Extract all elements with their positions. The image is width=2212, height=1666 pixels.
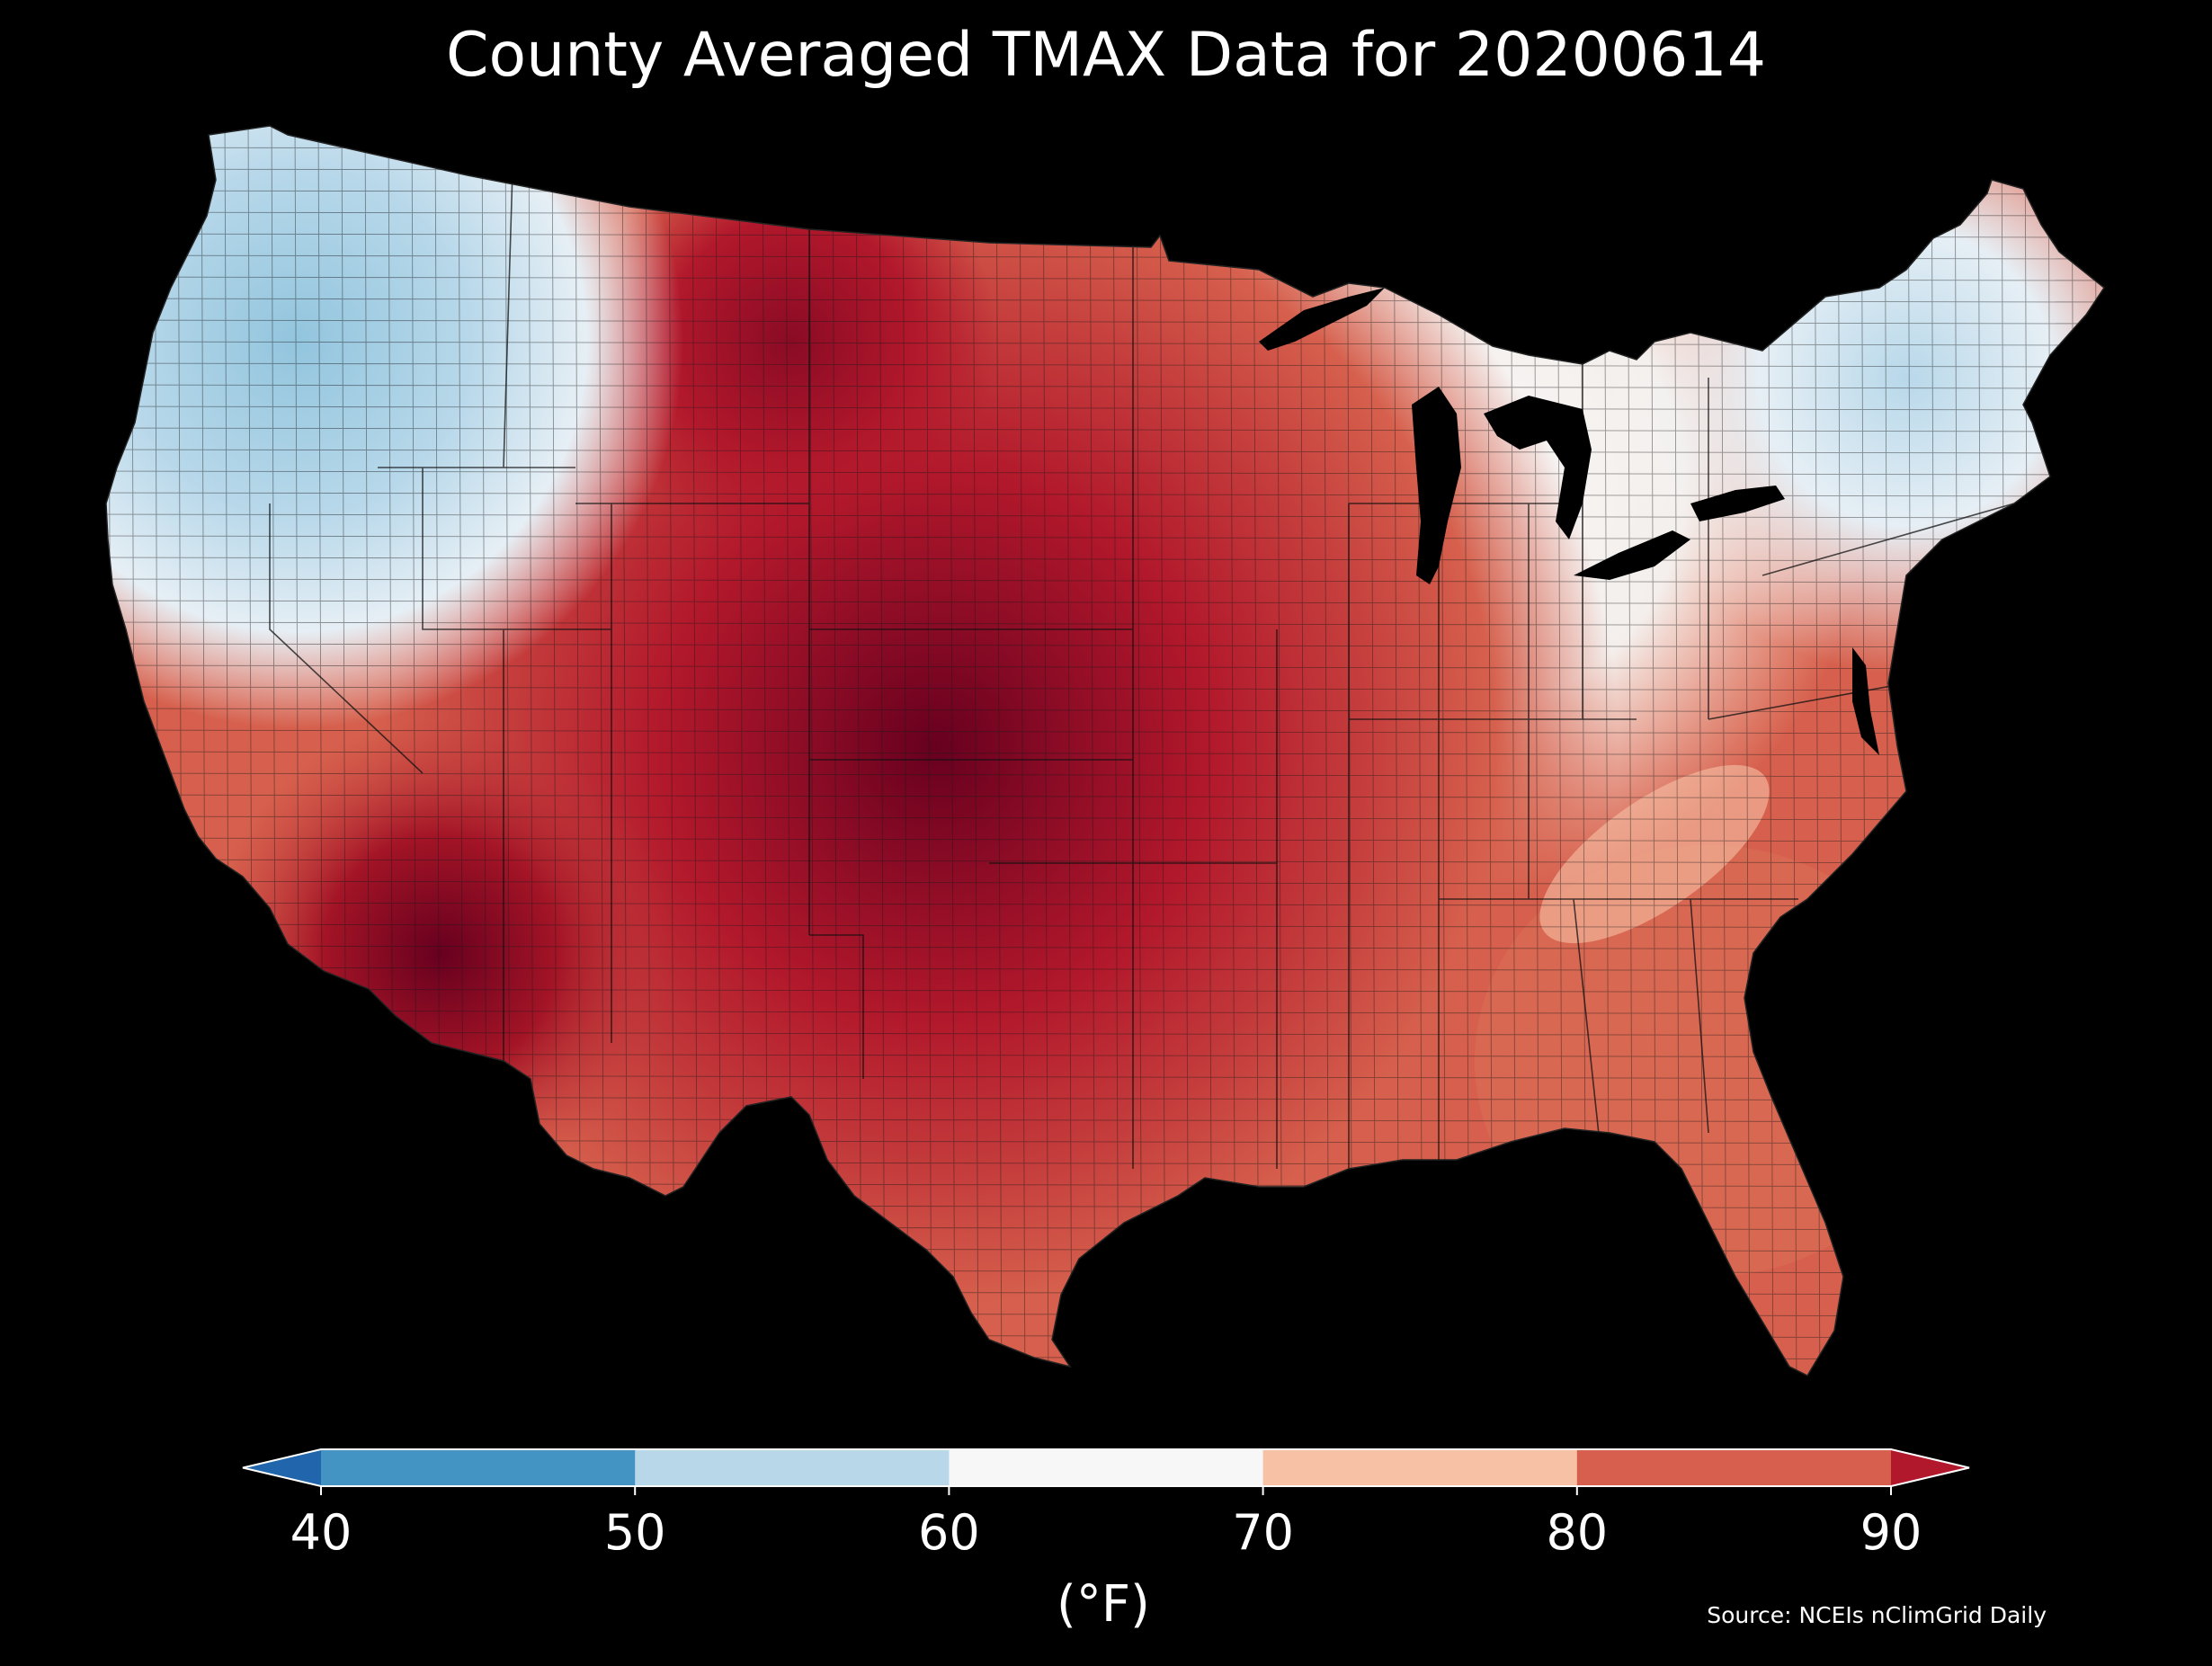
state-boundaries bbox=[269, 170, 2015, 1169]
colorbar-bin bbox=[635, 1449, 950, 1486]
colorbar-bin bbox=[321, 1449, 636, 1486]
chesapeake-bay bbox=[1852, 647, 1879, 755]
map-title: County Averaged TMAX Data for 20200614 bbox=[446, 20, 1766, 91]
colorbar-bin bbox=[1576, 1449, 1892, 1486]
colorbar-tick-label: 40 bbox=[290, 1504, 352, 1561]
colorbar-label: (°F) bbox=[1057, 1575, 1150, 1634]
colorbar-extend-high bbox=[1891, 1449, 1969, 1486]
colorbar-tick-label: 90 bbox=[1860, 1504, 1922, 1561]
colorbar-bin bbox=[949, 1449, 1264, 1486]
colorbar-tick-label: 60 bbox=[918, 1504, 980, 1561]
source-credit: Source: NCEIs nClimGrid Daily bbox=[1707, 1602, 2047, 1628]
colorbar-bin bbox=[1262, 1449, 1578, 1486]
colorbar-tick-label: 50 bbox=[604, 1504, 666, 1561]
colorbar-extend-low bbox=[243, 1449, 321, 1486]
colorbar-tick-label: 70 bbox=[1232, 1504, 1294, 1561]
great-lakes bbox=[1259, 288, 1785, 584]
colorbar-tick-label: 80 bbox=[1546, 1504, 1608, 1561]
